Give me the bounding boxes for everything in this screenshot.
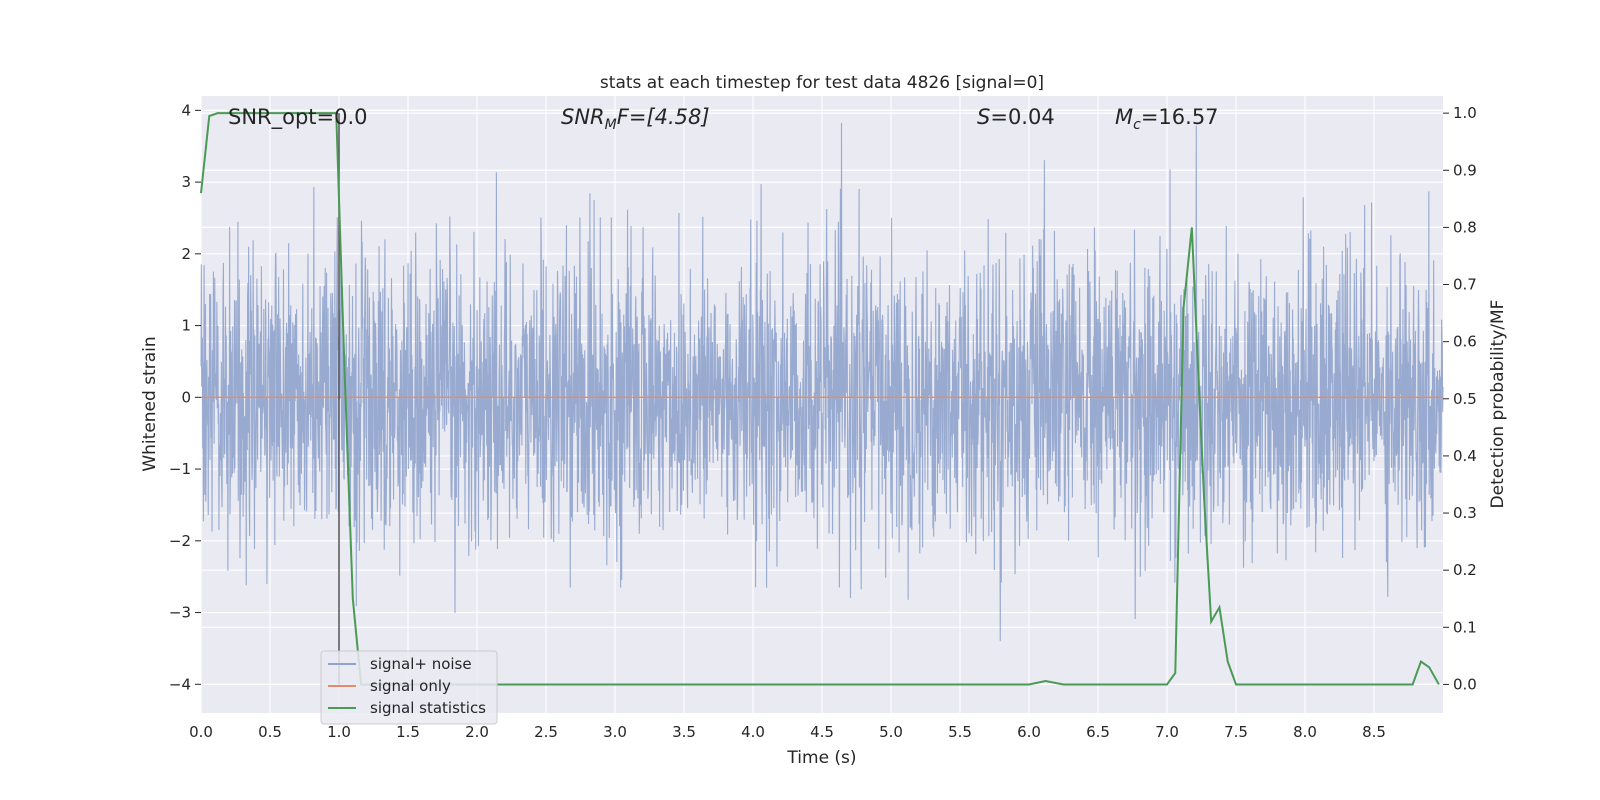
legend-label-signal-statistics: signal statistics — [370, 699, 486, 717]
y-tick-label: −4 — [169, 675, 191, 693]
annotation-s: S=0.04 — [977, 105, 1055, 129]
x-tick-label: 4.0 — [741, 723, 765, 741]
x-tick-label: 5.5 — [948, 723, 972, 741]
y2-tick-label: 0.6 — [1453, 333, 1477, 351]
x-tick-label: 7.0 — [1155, 723, 1179, 741]
y2-axis-label: Detection probability/MF — [1488, 300, 1508, 509]
signal-noise-line — [200, 122, 1444, 642]
y-tick-label: −2 — [169, 532, 191, 550]
x-tick-label: 5.0 — [879, 723, 903, 741]
legend-box — [320, 650, 498, 725]
x-axis-label: Time (s) — [786, 748, 856, 768]
x-tick-label: 3.5 — [672, 723, 696, 741]
x-tick-label: 0.5 — [258, 723, 282, 741]
y2-tick-label: 0.2 — [1453, 561, 1477, 579]
x-tick-label: 0.0 — [189, 723, 213, 741]
x-tick-label: 6.5 — [1086, 723, 1110, 741]
legend: signal+ noise signal only signal statist… — [320, 650, 498, 725]
x-tick-label: 6.0 — [1017, 723, 1041, 741]
x-tick-label: 4.5 — [810, 723, 834, 741]
y2-tick-label: 0.8 — [1453, 218, 1477, 236]
signal-statistics-line — [200, 112, 1440, 686]
y2-tick-label: 1.0 — [1453, 104, 1477, 122]
y2-tick-label: 0.3 — [1453, 504, 1477, 522]
y-tick-label: 3 — [181, 173, 191, 191]
y2-tick-label: 0.9 — [1453, 161, 1477, 179]
y2-tick-label: 0.7 — [1453, 276, 1477, 294]
chart-title: stats at each timestep for test data 482… — [600, 73, 1044, 93]
y-tick-label: 1 — [181, 317, 191, 335]
x-tick-label: 3.0 — [603, 723, 627, 741]
y2-tick-label: 0.1 — [1453, 618, 1477, 636]
y-axis-label: Whitened strain — [140, 336, 160, 471]
y2-tick-label: 0.4 — [1453, 447, 1477, 465]
series-layer — [200, 112, 1443, 686]
x-tick-label: 7.5 — [1224, 723, 1248, 741]
x-tick-label: 2.0 — [465, 723, 489, 741]
annotation-snr-mf: SNRMF=[4.58] — [561, 105, 710, 133]
y2-tick-label: 0.5 — [1453, 390, 1477, 408]
x-tick-label: 1.5 — [396, 723, 420, 741]
x-tick-label: 8.5 — [1362, 723, 1386, 741]
legend-label-signal-noise: signal+ noise — [370, 655, 472, 673]
y-tick-label: 0 — [181, 388, 191, 406]
x-tick-label: 8.0 — [1293, 723, 1317, 741]
y-tick-label: −1 — [169, 460, 191, 478]
x-tick-label: 1.0 — [327, 723, 351, 741]
y-tick-label: 4 — [181, 101, 191, 119]
y-tick-label: −3 — [169, 604, 191, 622]
ticks: 0.0 0.5 1.0 1.5 2.0 2.5 3.0 3.5 4.0 4.5 5.0 5.5 6.0 6… — [169, 101, 1477, 741]
x-tick-label: 2.5 — [534, 723, 558, 741]
y2-tick-label: 0.0 — [1453, 675, 1477, 693]
annotation-snr-opt: SNR_opt=0.0 — [228, 105, 368, 130]
signal-noise-series — [200, 122, 1444, 642]
annotation-mc: Mc=16.57 — [1115, 105, 1219, 133]
legend-label-signal-only: signal only — [370, 677, 451, 695]
y-tick-label: 2 — [181, 245, 191, 263]
